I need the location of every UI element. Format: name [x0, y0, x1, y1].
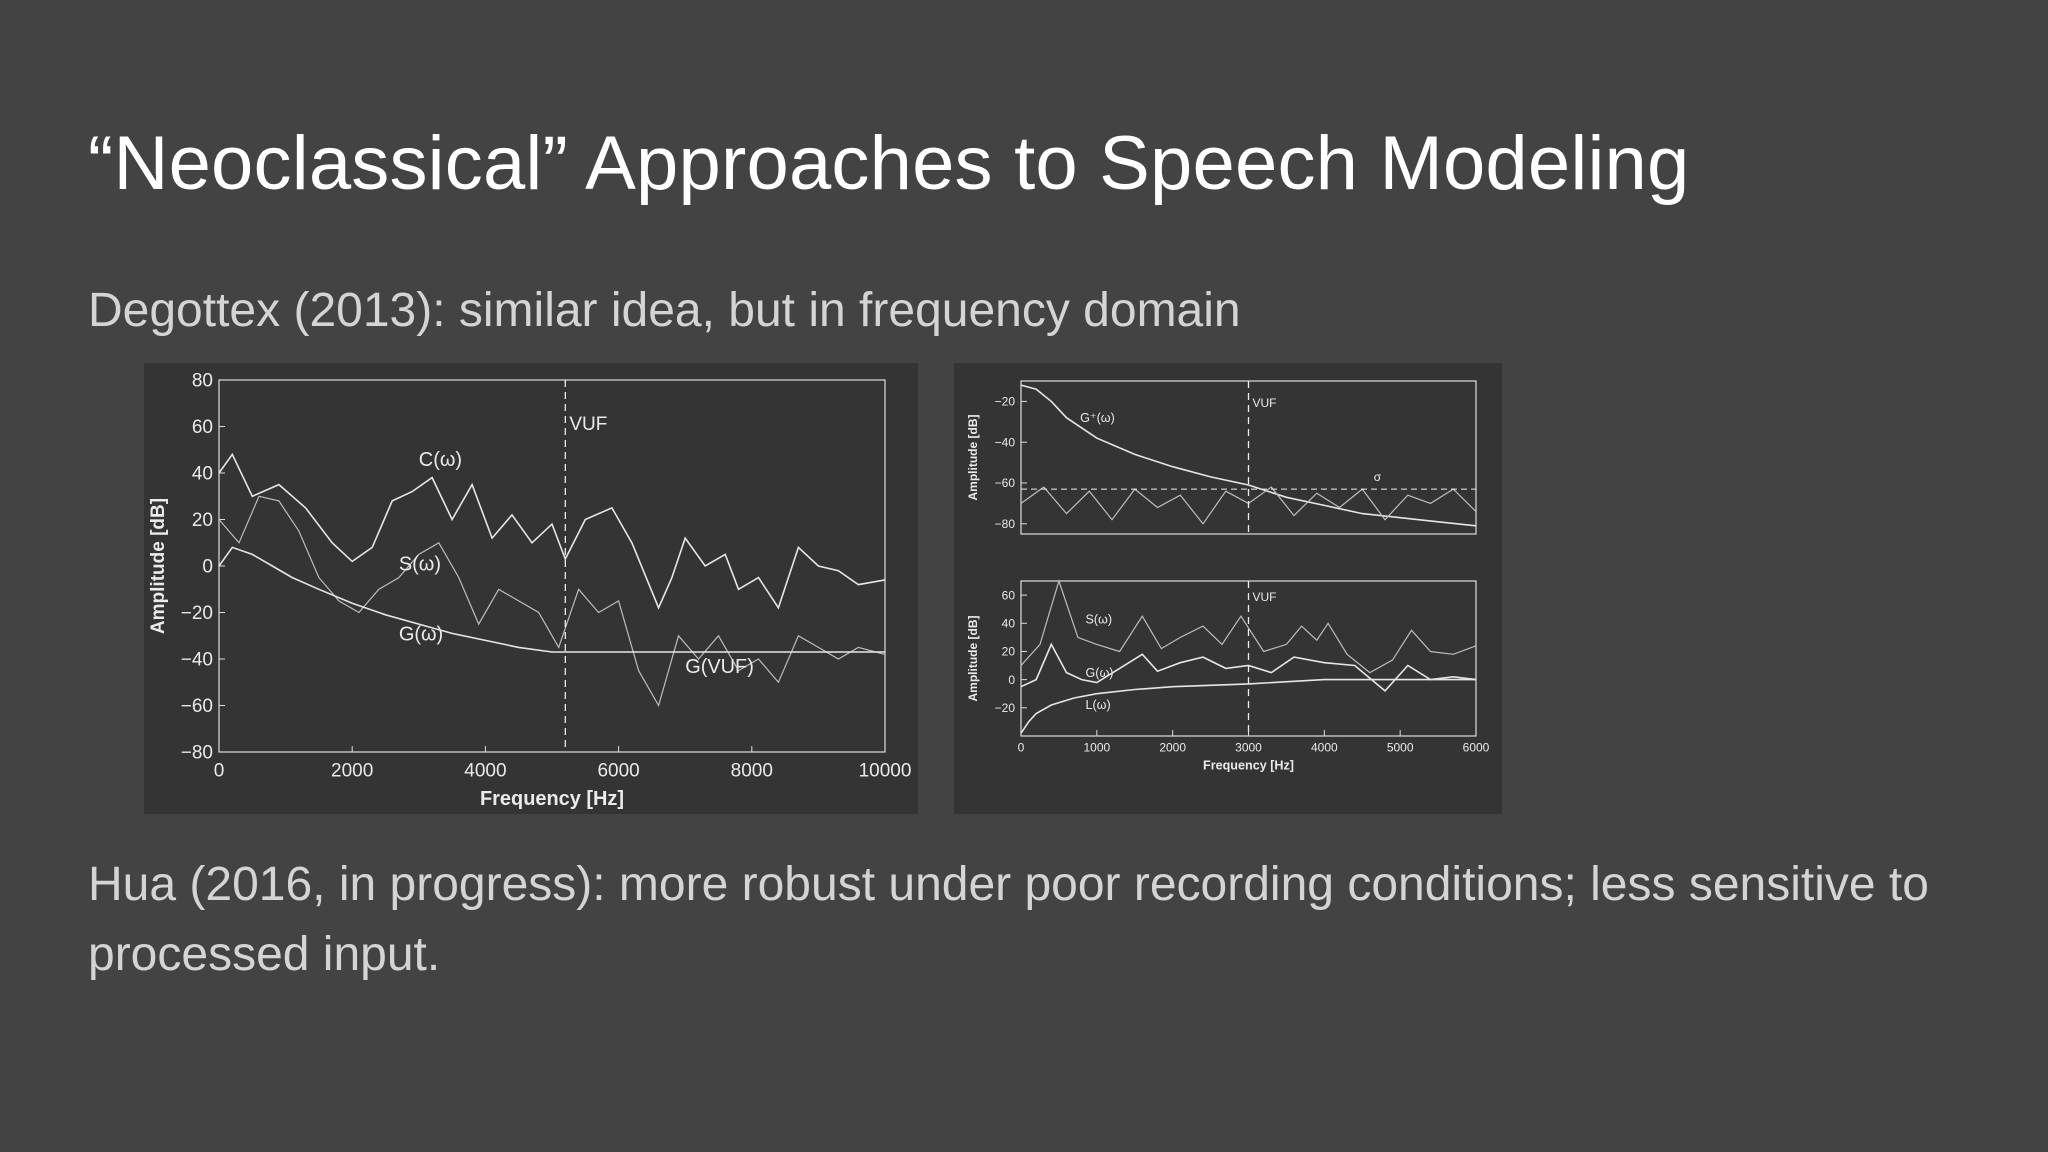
curve-label: S(ω) [399, 554, 441, 576]
y-tick-label: 20 [192, 510, 213, 531]
vuf-label: VUF [1253, 590, 1277, 604]
x-tick-label: 2000 [1159, 741, 1186, 755]
x-tick-label: 1000 [1083, 741, 1110, 755]
series-s [218, 495, 886, 708]
x-tick-label: 2000 [331, 761, 373, 782]
x-tick-label: 4000 [464, 761, 506, 782]
x-tick-label: 4000 [1311, 741, 1338, 755]
curve-label: G(ω) [399, 623, 443, 645]
y-tick-label: −20 [995, 701, 1016, 715]
chart-envelope-panels: −80 −60 −40 −20 Amplitude [dB] VUF σ G⁺(ω) −20 0 2… [966, 380, 1490, 773]
x-tick-label: 5000 [1387, 741, 1414, 755]
y-tick-label: 60 [1002, 588, 1016, 602]
series-g [218, 546, 885, 653]
vuf-label: VUF [569, 414, 607, 435]
slide-title: “Neoclassical” Approaches to Speech Mode… [88, 121, 1690, 206]
curve-label: G(ω) [1085, 666, 1113, 680]
x-tick-label: 3000 [1235, 741, 1262, 755]
y-tick-label: −40 [181, 650, 213, 671]
y-tick-label: −20 [995, 395, 1016, 409]
y-tick-label: 60 [192, 417, 213, 438]
x-tick-label: 8000 [731, 761, 773, 782]
noise-level-label: σ [1374, 470, 1382, 484]
degottex-text: Degottex (2013): similar idea, but in fr… [88, 284, 1241, 337]
curve-label: G(VUF) [685, 656, 754, 678]
series-g [1020, 642, 1477, 693]
y-tick-label: 0 [202, 557, 213, 578]
y-tick-label: 40 [1002, 616, 1016, 630]
x-tick-label: 0 [1018, 741, 1025, 755]
x-tick-label: 6000 [1463, 741, 1490, 755]
plot-frame [218, 379, 886, 753]
figure-envelope-panels: −80 −60 −40 −20 Amplitude [dB] VUF σ G⁺(ω) −20 0 2… [954, 363, 1502, 814]
x-tick-label: 6000 [597, 761, 639, 782]
vuf-label: VUF [1253, 396, 1277, 410]
y-axis-label: Amplitude [dB] [966, 616, 980, 702]
y-tick-label: 20 [1002, 645, 1016, 659]
y-tick-label: −40 [995, 435, 1016, 449]
x-axis-label: Frequency [Hz] [1203, 759, 1294, 773]
curve-label: G⁺(ω) [1080, 411, 1115, 425]
y-tick-label: 40 [192, 464, 213, 485]
y-tick-label: −80 [181, 743, 213, 764]
y-tick-label: −80 [995, 517, 1016, 531]
y-tick-label: 0 [1008, 673, 1015, 687]
x-tick-label: 10000 [859, 761, 912, 782]
figure-degottex-spectrum: −80 −60 −40 −20 0 20 40 60 80 0 2000 4000 6000 8000 10… [144, 363, 918, 814]
x-axis-label: Frequency [Hz] [480, 788, 624, 810]
curve-label: S(ω) [1085, 612, 1112, 626]
curve-label: L(ω) [1085, 698, 1110, 712]
curve-label: C(ω) [419, 449, 462, 471]
y-axis-label: Amplitude [dB] [148, 498, 169, 634]
y-tick-label: −20 [181, 603, 213, 624]
y-tick-label: −60 [995, 476, 1016, 490]
y-tick-label: −60 [181, 696, 213, 717]
chart-amplitude-spectrum: −80 −60 −40 −20 0 20 40 60 80 0 2000 4000 6000 8000 10… [148, 371, 912, 811]
y-tick-label: 80 [192, 371, 213, 392]
series-l [1020, 678, 1476, 734]
hua-text: Hua (2016, in progress): more robust und… [88, 858, 1929, 981]
y-axis-label: Amplitude [dB] [966, 415, 980, 501]
series-s [1020, 579, 1477, 674]
series-c [218, 452, 886, 610]
x-tick-label: 0 [214, 761, 225, 782]
